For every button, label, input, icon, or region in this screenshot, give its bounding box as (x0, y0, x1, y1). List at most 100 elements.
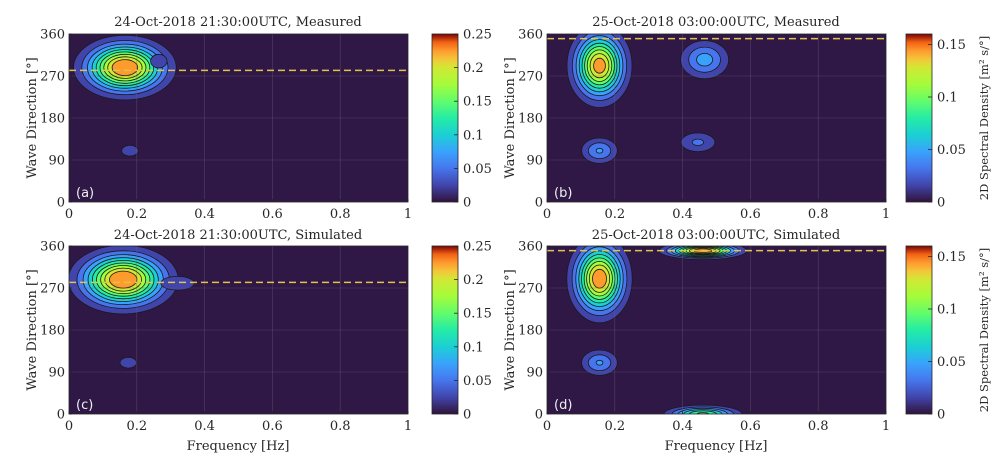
panel-c-contour-peak2-level0 (119, 356, 138, 369)
panel-c-xtick-label-0: 0 (65, 419, 73, 434)
panel-c-grid (69, 246, 408, 414)
panel-b-contours (566, 34, 729, 164)
panel-d-ylabel: Wave Direction [°] (503, 269, 518, 390)
panel-a-title: 24-Oct-2018 21:30:00UTC, Measured (114, 15, 362, 30)
panel-a-contour-peak0-level8 (111, 59, 139, 76)
panel-d-colorbar-tick-label-3: 0.15 (937, 250, 966, 265)
panel-a-ytick-label-4: 360 (40, 28, 65, 43)
panel-c-xtick-label-3: 0.6 (262, 419, 283, 434)
panel-b-ytick-label-1: 90 (526, 154, 543, 169)
panel-b-ylabel: Wave Direction [°] (503, 57, 518, 178)
panel-b-xtick-label-5: 1 (882, 207, 890, 222)
panel-b-colorbar-tick-label-1: 0.05 (937, 143, 966, 158)
panel-a-ylabel: Wave Direction [°] (25, 57, 40, 178)
panel-b-ytick-label-4: 360 (518, 28, 543, 43)
panel-c-ytick-label-3: 270 (40, 282, 65, 297)
panel-a-ytick-label-2: 180 (40, 112, 65, 127)
panel-d-contours (566, 246, 747, 414)
panel-a-colorbar-tick-label-1: 0.05 (463, 162, 492, 177)
panel-c-label: (c) (76, 398, 93, 413)
panel-b-xtick-label-2: 0.4 (672, 207, 693, 222)
panel-a-xtick-label-5: 1 (404, 207, 412, 222)
panel-a-xtick-label-0: 0 (65, 207, 73, 222)
panel-b-xtick-label-1: 0.2 (604, 207, 625, 222)
panel-a-yticks: 0 90 180 270 360 (40, 28, 72, 211)
panel-a-contour-peak2-level0 (121, 144, 139, 157)
panel-b-contour-peak0-level8 (593, 57, 606, 74)
panel-a: 24-Oct-2018 21:30:00UTC, Measured Wave D… (25, 15, 492, 222)
panel-b-ytick-label-3: 270 (518, 70, 543, 85)
panel-d-ytick-label-2: 180 (518, 324, 543, 339)
panel-c-xlabel: Frequency [Hz] (187, 439, 290, 454)
panel-b-xtick-label-0: 0 (543, 207, 551, 222)
panel-b-yticks: 0 90 180 270 360 (518, 28, 550, 211)
panel-c-xticks: 0 0.2 0.4 0.6 0.8 1 (65, 411, 412, 434)
panel-a-colorbar-tick-label-2: 0.1 (463, 128, 484, 143)
panel-d-label: (d) (554, 398, 572, 413)
panel-b-colorbar-label: 2D Spectral Density [m² s/°] (977, 36, 991, 200)
panel-c-contour-peak1-level0 (160, 275, 195, 291)
panel-a-colorbar-tick-label-3: 0.15 (463, 95, 492, 110)
panel-b-colorbar-tick-label-3: 0.15 (937, 38, 966, 53)
panel-d-ytick-label-3: 270 (518, 282, 543, 297)
panel-d-yticks: 0 90 180 270 360 (518, 240, 550, 423)
panel-c-xtick-label-4: 0.8 (330, 419, 351, 434)
panel-b-label: (b) (554, 186, 572, 201)
panel-c-ytick-label-1: 90 (48, 366, 65, 381)
panel-d-xtick-label-1: 0.2 (604, 419, 625, 434)
panel-c-colorbar-tick-label-0: 0 (463, 408, 471, 423)
panel-b-contour-peak2-level2 (595, 147, 604, 154)
panel-a-grid (69, 34, 408, 202)
panel-a-xtick-label-1: 0.2 (126, 207, 147, 222)
panel-c-ylabel: Wave Direction [°] (25, 269, 40, 390)
panel-c-colorbar-tick-label-2: 0.1 (463, 340, 484, 355)
panel-b-colorbar-bar (905, 33, 933, 203)
panel-a-ytick-label-0: 0 (57, 196, 65, 211)
panel-a-label: (a) (76, 186, 94, 201)
panel-d-xtick-label-4: 0.8 (808, 419, 829, 434)
panel-b-ytick-label-2: 180 (518, 112, 543, 127)
panel-c-colorbar-tick-label-4: 0.2 (463, 273, 484, 288)
panel-a-contour-peak1-level0 (150, 53, 168, 69)
panel-b-xtick-label-3: 0.6 (740, 207, 761, 222)
panel-c-xtick-label-5: 1 (404, 419, 412, 434)
panel-a-ytick-label-1: 90 (48, 154, 65, 169)
panel-d-xticks: 0 0.2 0.4 0.6 0.8 1 (543, 411, 890, 434)
panel-a-xticks: 0 0.2 0.4 0.6 0.8 1 (65, 199, 412, 222)
panel-c-xtick-label-2: 0.4 (194, 419, 215, 434)
panel-b-xticks: 0 0.2 0.4 0.6 0.8 1 (543, 199, 890, 222)
panel-b-colorbar-tick-label-0: 0 (937, 196, 945, 211)
panel-d-colorbar-tick-label-0: 0 (937, 408, 945, 423)
panel-b-ytick-label-0: 0 (535, 196, 543, 211)
panel-d-xtick-label-5: 1 (882, 419, 890, 434)
panel-b-grid (547, 34, 886, 202)
panel-c: 24-Oct-2018 21:30:00UTC, Simulated Wave … (25, 228, 492, 454)
panel-c-title: 24-Oct-2018 21:30:00UTC, Simulated (114, 228, 362, 243)
panel-d-contour-peak0-level8 (592, 268, 607, 289)
panel-c-colorbar-tick-label-1: 0.05 (463, 374, 492, 389)
panel-b: 25-Oct-2018 03:00:00UTC, Measured Wave D… (503, 15, 991, 222)
panel-b-contour-peak1-level2 (696, 53, 713, 67)
panel-c-colorbar-tick-label-3: 0.15 (463, 307, 492, 322)
panel-b-xtick-label-4: 0.8 (808, 207, 829, 222)
panel-a-colorbar-tick-label-0: 0 (463, 196, 471, 211)
panel-b-colorbar-tick-label-2: 0.1 (937, 91, 958, 106)
panel-d-xtick-label-3: 0.6 (740, 419, 761, 434)
panel-d-ytick-label-4: 360 (518, 240, 543, 255)
panel-c-ytick-label-4: 360 (40, 240, 65, 255)
panel-c-ytick-label-2: 180 (40, 324, 65, 339)
panel-a-colorbar-bar (431, 33, 459, 203)
panel-c-ytick-label-0: 0 (57, 408, 65, 423)
panel-b-colorbar: 0 0.05 0.1 0.15 2D Spectral Density [m² s/°] (905, 33, 991, 211)
panel-a-contours (73, 34, 177, 157)
panel-d-colorbar-tick-label-1: 0.05 (937, 355, 966, 370)
panel-c-colorbar: 0 0.05 0.1 0.15 0.2 0.25 (431, 240, 492, 423)
panel-d-xtick-label-0: 0 (543, 419, 551, 434)
panel-a-xtick-label-3: 0.6 (262, 207, 283, 222)
panel-a-ytick-label-3: 270 (40, 70, 65, 85)
panel-c-colorbar-tick-label-5: 0.25 (463, 240, 492, 255)
panel-d-grid (547, 246, 886, 414)
panel-a-colorbar-tick-label-4: 0.2 (463, 61, 484, 76)
panel-d-colorbar-tick-label-2: 0.1 (937, 303, 958, 318)
